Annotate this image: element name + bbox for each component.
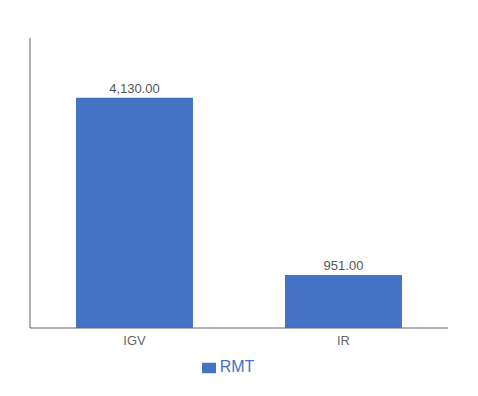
svg-text:4,130.00: 4,130.00 — [109, 81, 160, 96]
svg-text:951.00: 951.00 — [324, 258, 364, 273]
svg-text:IGV: IGV — [123, 333, 146, 348]
html-text:RMT: RMT — [219, 358, 255, 375]
svg-text:IR: IR — [337, 333, 350, 348]
